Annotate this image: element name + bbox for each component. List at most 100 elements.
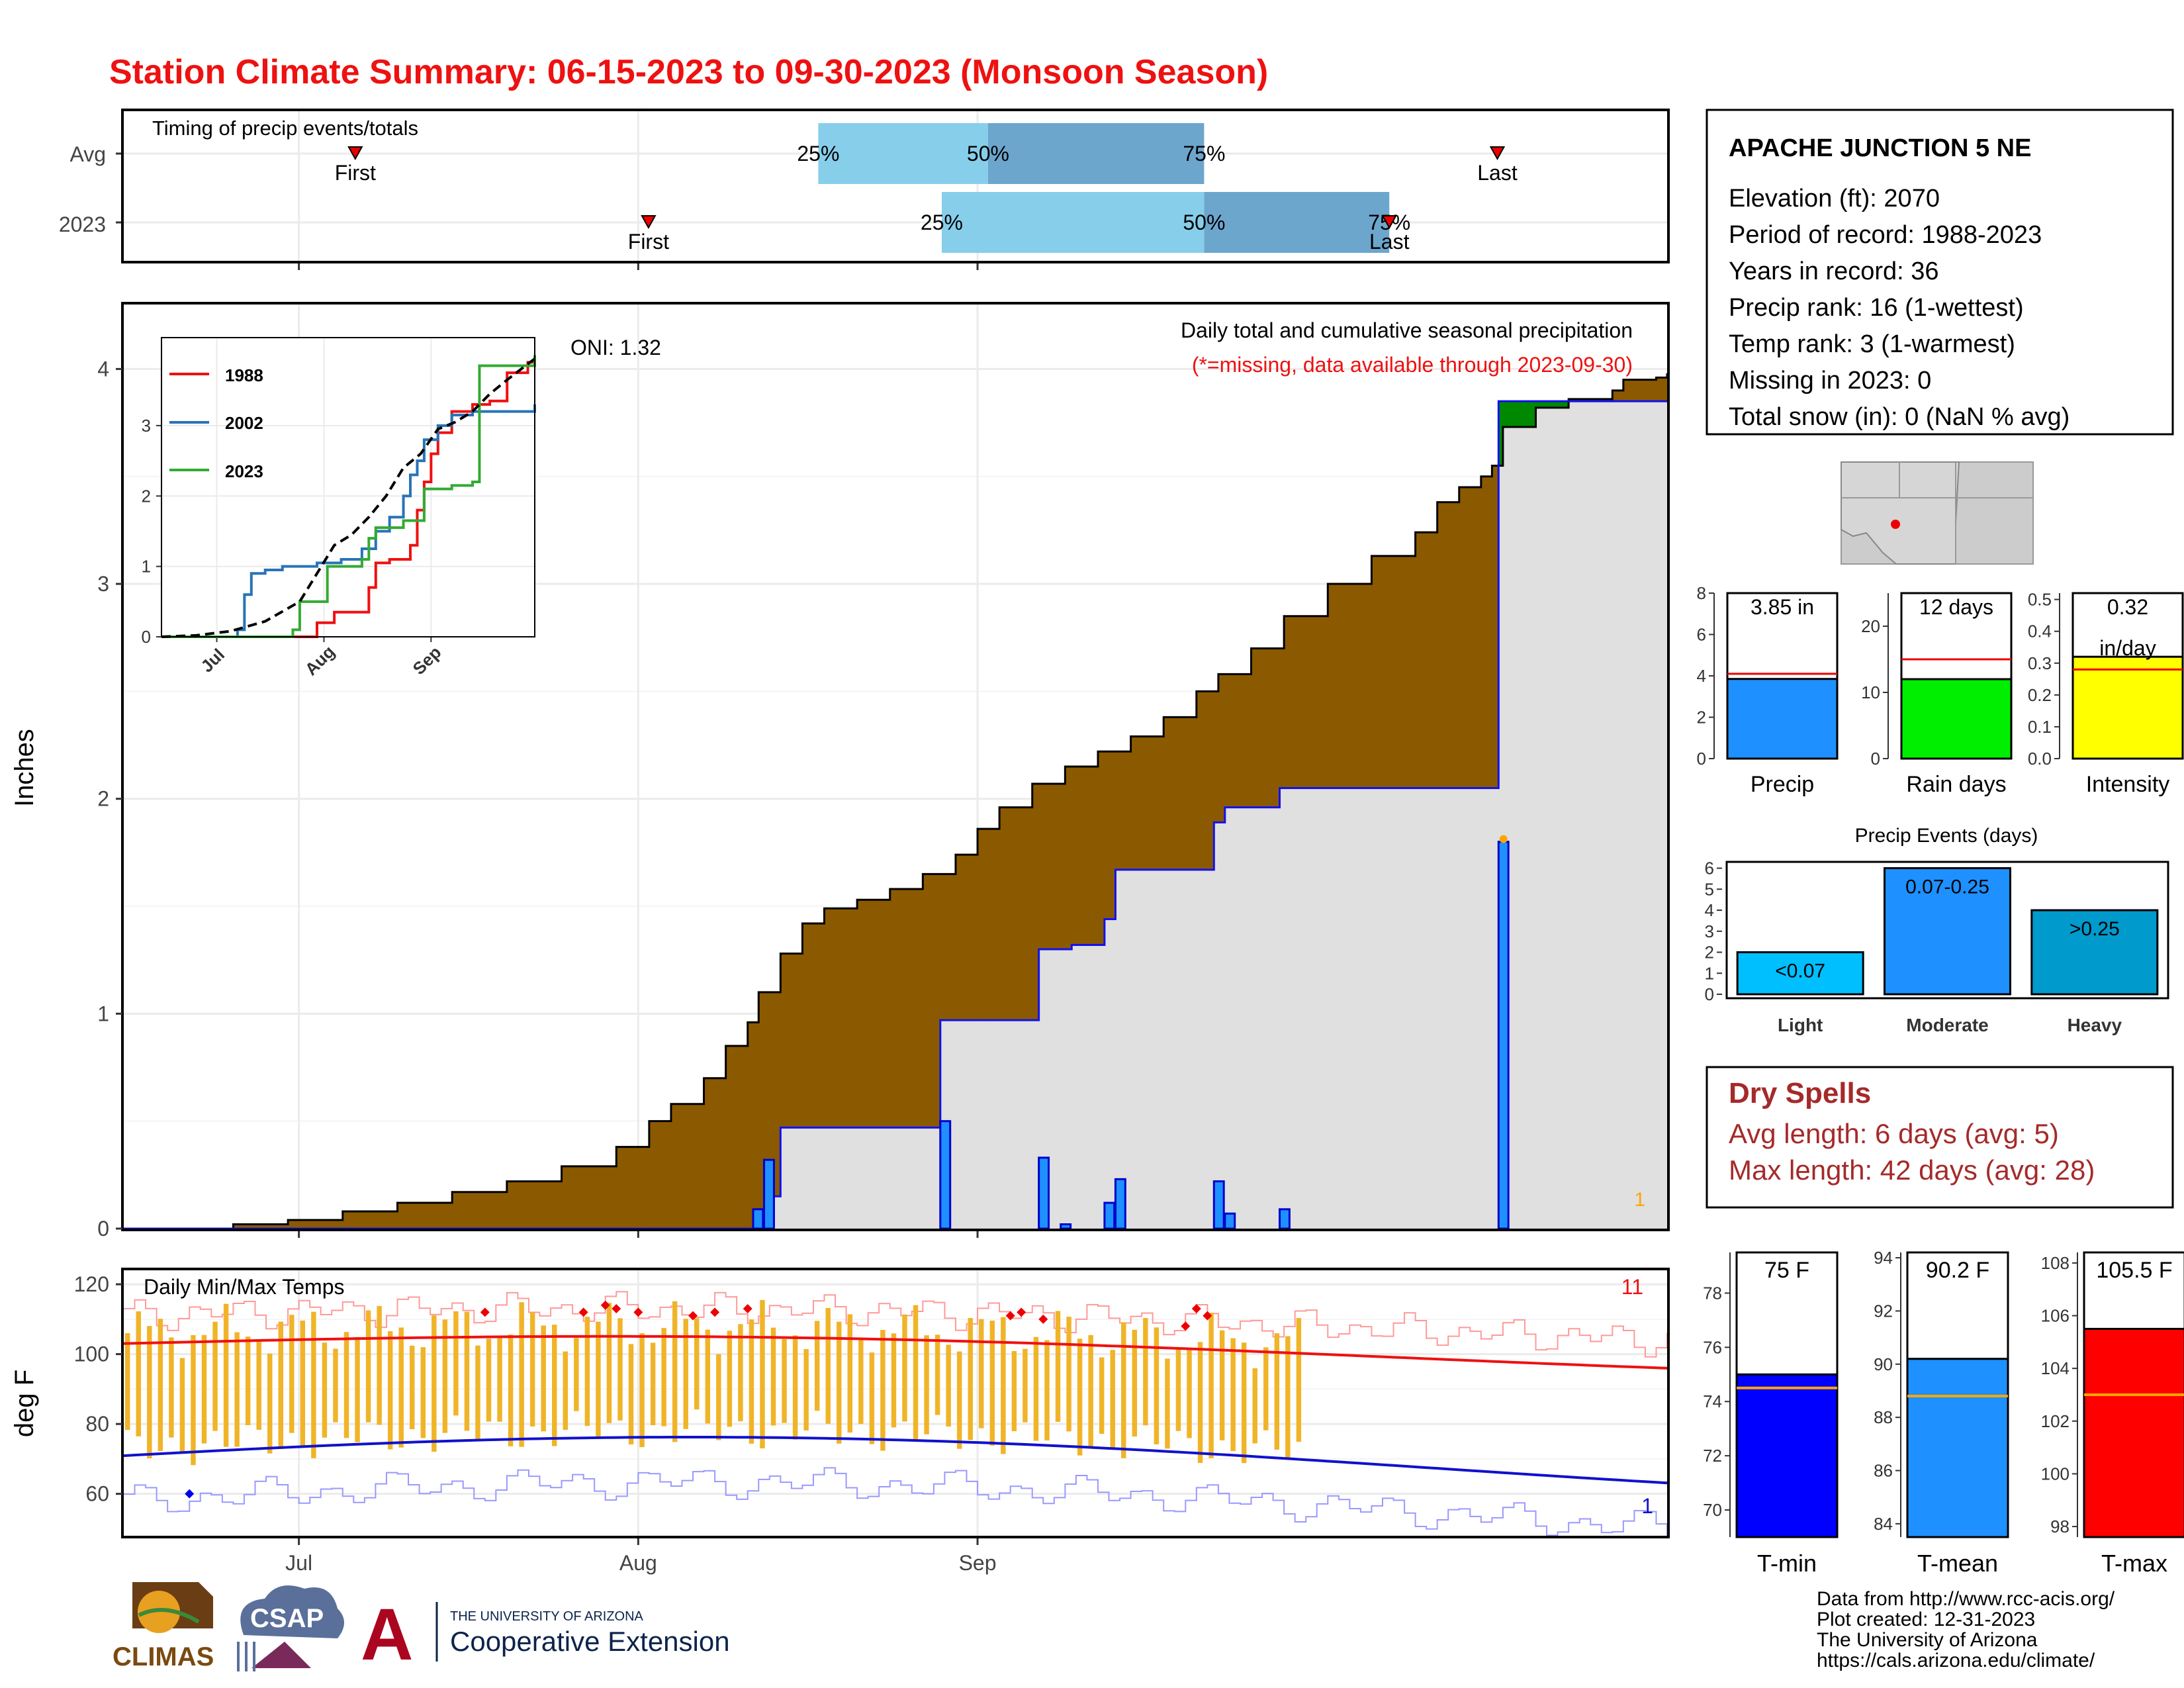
precip-ytick-label: 4 <box>97 357 109 381</box>
daily-temp-bar <box>1023 1348 1028 1423</box>
mini-temp-name: T-min <box>1757 1550 1817 1577</box>
event-bar-moderate <box>1884 867 2011 996</box>
inset-legend-label-1988: 1988 <box>225 365 263 385</box>
daily-temp-bar <box>365 1310 371 1423</box>
timing-row-label-2023: 2023 <box>59 212 106 236</box>
daily-temp-bar <box>913 1305 919 1440</box>
daily-temp-bar <box>1187 1349 1192 1438</box>
daily-temp-bar <box>201 1335 207 1444</box>
precip-daily-bars <box>752 835 1510 1230</box>
mini-precip-bar <box>1726 678 1839 760</box>
month-label: Sep <box>959 1551 997 1575</box>
mini-precip-tick-label: 20 <box>1861 616 1880 636</box>
mini-precip-tick-label: 0.5 <box>2028 590 2052 610</box>
daily-temp-bar <box>661 1328 666 1427</box>
daily-temp-bar <box>158 1319 163 1452</box>
daily-temp-bar <box>289 1315 295 1433</box>
mini-temp-tick-label: 84 <box>1874 1514 1893 1534</box>
precip-ytick-label: 0 <box>97 1217 109 1241</box>
dry-spells-box <box>1706 1066 2174 1209</box>
daily-temp-bar <box>267 1353 273 1454</box>
daily-temp-bar <box>968 1318 973 1440</box>
daily-temp-bar <box>596 1321 601 1439</box>
daily-temp-bar <box>1011 1350 1017 1431</box>
daily-temp-bar <box>1121 1322 1126 1458</box>
mini-precip-tick-label: 6 <box>1697 625 1706 645</box>
inset-ytick-label: 2 <box>142 486 151 506</box>
temp-ytick-label: 120 <box>74 1272 109 1296</box>
daily-temp-bar <box>825 1307 831 1424</box>
daily-precip-bar <box>1038 1156 1050 1230</box>
record-high-marker <box>1203 1311 1212 1321</box>
timing-q50-q75-box <box>1204 192 1390 253</box>
daily-temp-bar <box>979 1319 984 1429</box>
daily-temp-bar <box>1197 1342 1203 1463</box>
credit-line-1: Data from http://www.rcc-acis.org/ <box>1817 1588 2115 1610</box>
event-bar-label: <0.07 <box>1775 961 1825 982</box>
mini-precip-charts: 0 2 4 6 8 3.85 in Precip 0 10 20 12 days Rain days 0… <box>1697 583 2184 797</box>
daily-temp-bar <box>924 1335 929 1434</box>
daily-temp-bar <box>749 1319 754 1444</box>
mini-temp-tick-label: 70 <box>1703 1500 1722 1520</box>
csap-logo: CSAP <box>237 1585 344 1671</box>
mini-temp-bar <box>2083 1327 2184 1538</box>
inset-legend-label-2002: 2002 <box>225 413 263 433</box>
mini-precip-value-label: 12 days <box>1919 595 1993 619</box>
temp-record-high-line <box>124 1291 1668 1358</box>
timing-last-label: Last <box>1369 230 1410 254</box>
mini-precip-value-label2: in/day <box>2099 636 2156 660</box>
daily-temp-bar <box>529 1312 535 1427</box>
daily-temp-bar <box>727 1331 733 1427</box>
precip-y-axis: 0 1 2 3 4 <box>97 357 122 1241</box>
mini-precip-name: Intensity <box>2086 772 2170 797</box>
daily-temp-bar <box>300 1320 306 1446</box>
daily-temp-bar <box>453 1311 459 1416</box>
daily-temp-bar <box>869 1352 875 1444</box>
daily-temp-bar <box>617 1318 623 1421</box>
station-lines: Elevation (ft): 2070 Period of record: 19… <box>1729 185 2070 431</box>
record-high-marker <box>578 1307 588 1317</box>
daily-temp-bar <box>1230 1338 1236 1452</box>
mini-temp-tick-label: 106 <box>2041 1306 2070 1326</box>
inset-ytick-label: 0 <box>142 627 151 647</box>
event-bar-heavy <box>2030 909 2159 996</box>
timing-first-label: First <box>335 161 376 185</box>
daily-temp-bar <box>552 1325 557 1446</box>
station-line: Elevation (ft): 2070 <box>1729 185 1940 212</box>
daily-temp-bar <box>464 1311 470 1431</box>
ua-small-text: THE UNIVERSITY OF ARIZONA <box>450 1609 644 1624</box>
precip-ytick-label: 2 <box>97 787 109 811</box>
mini-precip-tick-label: 0.4 <box>2028 622 2052 641</box>
record-high-marker <box>612 1304 621 1314</box>
credit-line-3: The University of Arizona <box>1817 1629 2038 1651</box>
daily-temp-bar <box>1285 1336 1291 1458</box>
tmin-normal-line <box>123 1435 1668 1485</box>
daily-temp-bar <box>782 1339 787 1423</box>
credit-line-2: Plot created: 12-31-2023 <box>1817 1609 2035 1630</box>
mini-precip-tick-label: 10 <box>1861 682 1880 702</box>
daily-temp-bar <box>716 1354 721 1440</box>
record-high-marker <box>633 1307 643 1317</box>
mini-precip-name: Rain days <box>1906 772 2006 797</box>
temp-ylabel: deg F <box>10 1370 39 1437</box>
station-name: APACHE JUNCTION 5 NE <box>1729 134 2031 162</box>
record-high-marker <box>743 1304 752 1314</box>
timing-q25-label: 25% <box>921 211 963 234</box>
temp-y-axis: 60 80 100 120 <box>74 1272 122 1506</box>
ua-a-logo: A <box>361 1594 413 1675</box>
temp-ytick-label: 80 <box>85 1412 109 1436</box>
temp-ytick-label: 60 <box>85 1482 109 1506</box>
mini-temp-tick-label: 98 <box>2050 1517 2070 1536</box>
daily-precip-bar <box>1103 1201 1116 1230</box>
daily-temp-bar <box>1208 1313 1214 1458</box>
daily-temp-bar <box>1055 1311 1061 1422</box>
daily-temp-bar <box>738 1324 743 1422</box>
station-line: Years in record: 36 <box>1729 258 1939 285</box>
mini-temp-value-label: 75 F <box>1764 1258 1809 1283</box>
timing-last-marker <box>1381 215 1397 230</box>
daily-temp-bar <box>902 1314 907 1422</box>
